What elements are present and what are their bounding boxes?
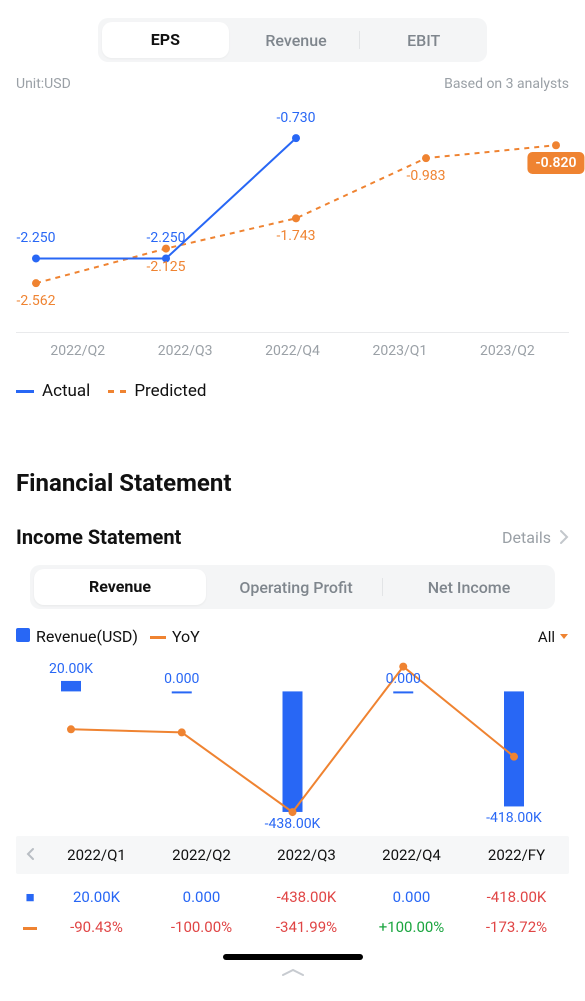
period-cell[interactable]: 2022/Q3 [254, 836, 359, 874]
legend-revenue: Revenue(USD) [16, 627, 138, 646]
table-row-yoy: -90.43% -100.00% -341.99% +100.00% -173.… [16, 912, 569, 942]
tab-revenue[interactable]: Revenue [233, 31, 360, 50]
row-marker-square: ■ [16, 888, 44, 906]
xaxis-label: 2022/Q4 [239, 343, 346, 359]
chart-point-label: -1.743 [276, 228, 315, 244]
legend-dashed-icon [108, 390, 126, 393]
chart-point-label: -2.250 [146, 230, 185, 246]
caret-down-icon [559, 633, 569, 641]
chart-point-label: 20.00K [49, 661, 93, 677]
eps-tabs: EPS Revenue EBIT [98, 18, 487, 62]
home-indicator [223, 954, 363, 960]
chart-point-label: -0.730 [276, 110, 315, 126]
analyst-label: Based on 3 analysts [444, 76, 569, 92]
tab-operating-profit[interactable]: Operating Profit [210, 578, 382, 597]
chart-point-label: -418.00K [486, 810, 542, 826]
section-title: Financial Statement [0, 469, 585, 497]
revenue-chart: 20.00K0.000-438.00K0.000-418.00K [16, 654, 569, 824]
square-icon [16, 628, 30, 642]
range-selector[interactable]: All [538, 628, 569, 646]
period-cell[interactable]: 2022/Q1 [44, 836, 149, 874]
unit-label: Unit:USD [16, 76, 71, 92]
legend-yoy: YoY [150, 627, 200, 646]
legend-yoy-label: YoY [172, 627, 200, 646]
periods-row: 2022/Q1 2022/Q2 2022/Q3 2022/Q4 2022/FY [16, 836, 569, 874]
tab-net-income[interactable]: Net Income [383, 578, 555, 597]
meta-row: Unit:USD Based on 3 analysts [0, 76, 585, 92]
data-table: ■ 20.00K 0.000 -438.00K 0.000 -418.00K -… [16, 882, 569, 942]
eps-xaxis: 2022/Q2 2022/Q3 2022/Q4 2023/Q1 2023/Q2 [16, 332, 569, 359]
chart-point-label: 0.000 [386, 671, 421, 687]
table-cell: 0.000 [359, 888, 464, 906]
revenue-legend-left: Revenue(USD) YoY [16, 627, 200, 646]
legend-predicted: Predicted [108, 381, 206, 401]
xaxis-label: 2022/Q3 [131, 343, 238, 359]
table-cell: -100.00% [149, 918, 254, 936]
income-title: Income Statement [16, 525, 181, 549]
xaxis-label: 2023/Q1 [346, 343, 453, 359]
period-prev[interactable] [16, 846, 44, 865]
table-cell: 20.00K [44, 888, 149, 906]
table-cell: -418.00K [464, 888, 569, 906]
table-cell: 0.000 [149, 888, 254, 906]
table-cell: +100.00% [359, 918, 464, 936]
table-row-revenue: ■ 20.00K 0.000 -438.00K 0.000 -418.00K [16, 882, 569, 912]
tab-income-revenue[interactable]: Revenue [34, 569, 206, 605]
table-cell: -90.43% [44, 918, 149, 936]
legend-revenue-label: Revenue(USD) [36, 627, 138, 646]
row-marker-line [16, 918, 44, 936]
chevron-up-icon [279, 967, 307, 977]
income-tabs: Revenue Operating Profit Net Income [30, 565, 555, 609]
eps-chart: -2.250 -2.250 -0.730 -2.562 -2.125 -1.743 -0.9… [16, 100, 569, 320]
range-label: All [538, 628, 555, 646]
xaxis-label: 2023/Q2 [454, 343, 561, 359]
chevron-right-icon [559, 529, 569, 545]
legend-actual: Actual [16, 381, 90, 401]
legend-actual-label: Actual [42, 381, 90, 401]
chart-point-label: -0.820 [527, 155, 584, 171]
table-cell: -341.99% [254, 918, 359, 936]
line-icon [150, 636, 166, 639]
details-label: Details [502, 528, 551, 547]
chart-point-label: -2.562 [16, 293, 55, 309]
period-cell[interactable]: 2022/Q2 [149, 836, 254, 874]
pull-handle[interactable] [0, 962, 585, 981]
xaxis-label: 2022/Q2 [24, 343, 131, 359]
tab-eps[interactable]: EPS [102, 22, 229, 58]
chart-point-label: -2.250 [16, 230, 55, 246]
chart-point-label: -438.00K [265, 816, 321, 832]
chart-point-label: -2.125 [146, 259, 185, 275]
chevron-left-icon [25, 847, 35, 861]
table-cell: -173.72% [464, 918, 569, 936]
revenue-legend: Revenue(USD) YoY All [0, 627, 585, 646]
table-cell: -438.00K [254, 888, 359, 906]
details-link[interactable]: Details [502, 528, 569, 547]
tab-ebit[interactable]: EBIT [360, 31, 487, 50]
income-row: Income Statement Details [0, 525, 585, 549]
eps-legend: Actual Predicted [0, 359, 585, 409]
period-cell[interactable]: 2022/Q4 [359, 836, 464, 874]
legend-line-icon [16, 390, 34, 393]
chart-point-label: 0.000 [164, 671, 199, 687]
period-cell[interactable]: 2022/FY [464, 836, 569, 874]
legend-predicted-label: Predicted [134, 381, 206, 401]
chart-point-label: -0.983 [406, 168, 445, 184]
